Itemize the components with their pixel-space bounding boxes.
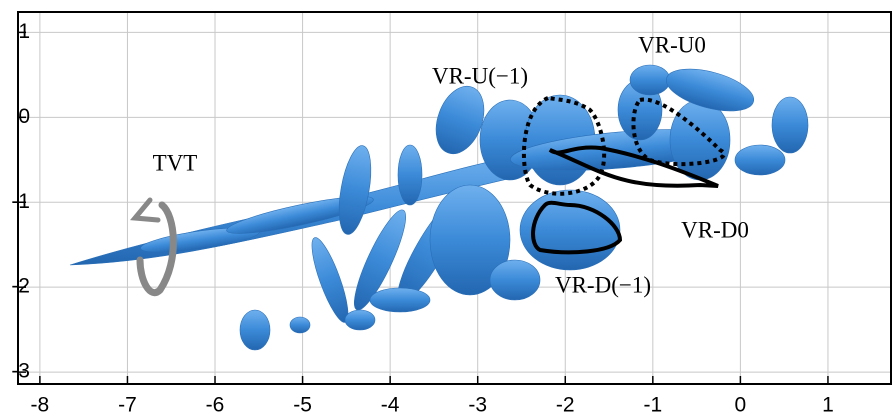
figure: -8 -7 -6 -5 -4 -3 -2 -1 0 1 -3 -2 -1 0 1 TVT VR-U(−1) VR… xyxy=(0,0,893,419)
annotation: VR-D(−1) xyxy=(555,272,651,297)
x-tick-label: -3 xyxy=(468,394,487,417)
vortex-isosurface xyxy=(70,61,808,350)
y-tick-label: -2 xyxy=(11,275,30,298)
x-tick-label: -8 xyxy=(31,394,50,417)
annotation: TVT xyxy=(153,150,198,175)
x-tick-label: -7 xyxy=(118,394,137,417)
x-tick-label: -4 xyxy=(381,394,400,417)
y-tick-label: 1 xyxy=(18,20,30,43)
annotation: VR-U(−1) xyxy=(432,63,528,88)
x-tick-label: -1 xyxy=(643,394,662,417)
y-tick-label: -3 xyxy=(11,360,30,383)
x-tick-label: -6 xyxy=(206,394,225,417)
x-tick-label: 1 xyxy=(822,394,834,417)
x-tick-label: -5 xyxy=(293,394,312,417)
y-tick-label: -1 xyxy=(11,190,30,213)
x-tick-label: 0 xyxy=(735,394,747,417)
x-tick-label: -2 xyxy=(556,394,575,417)
annotation: VR-U0 xyxy=(638,32,706,57)
y-tick-label: 0 xyxy=(18,105,30,128)
annotation: VR-D0 xyxy=(681,217,749,242)
